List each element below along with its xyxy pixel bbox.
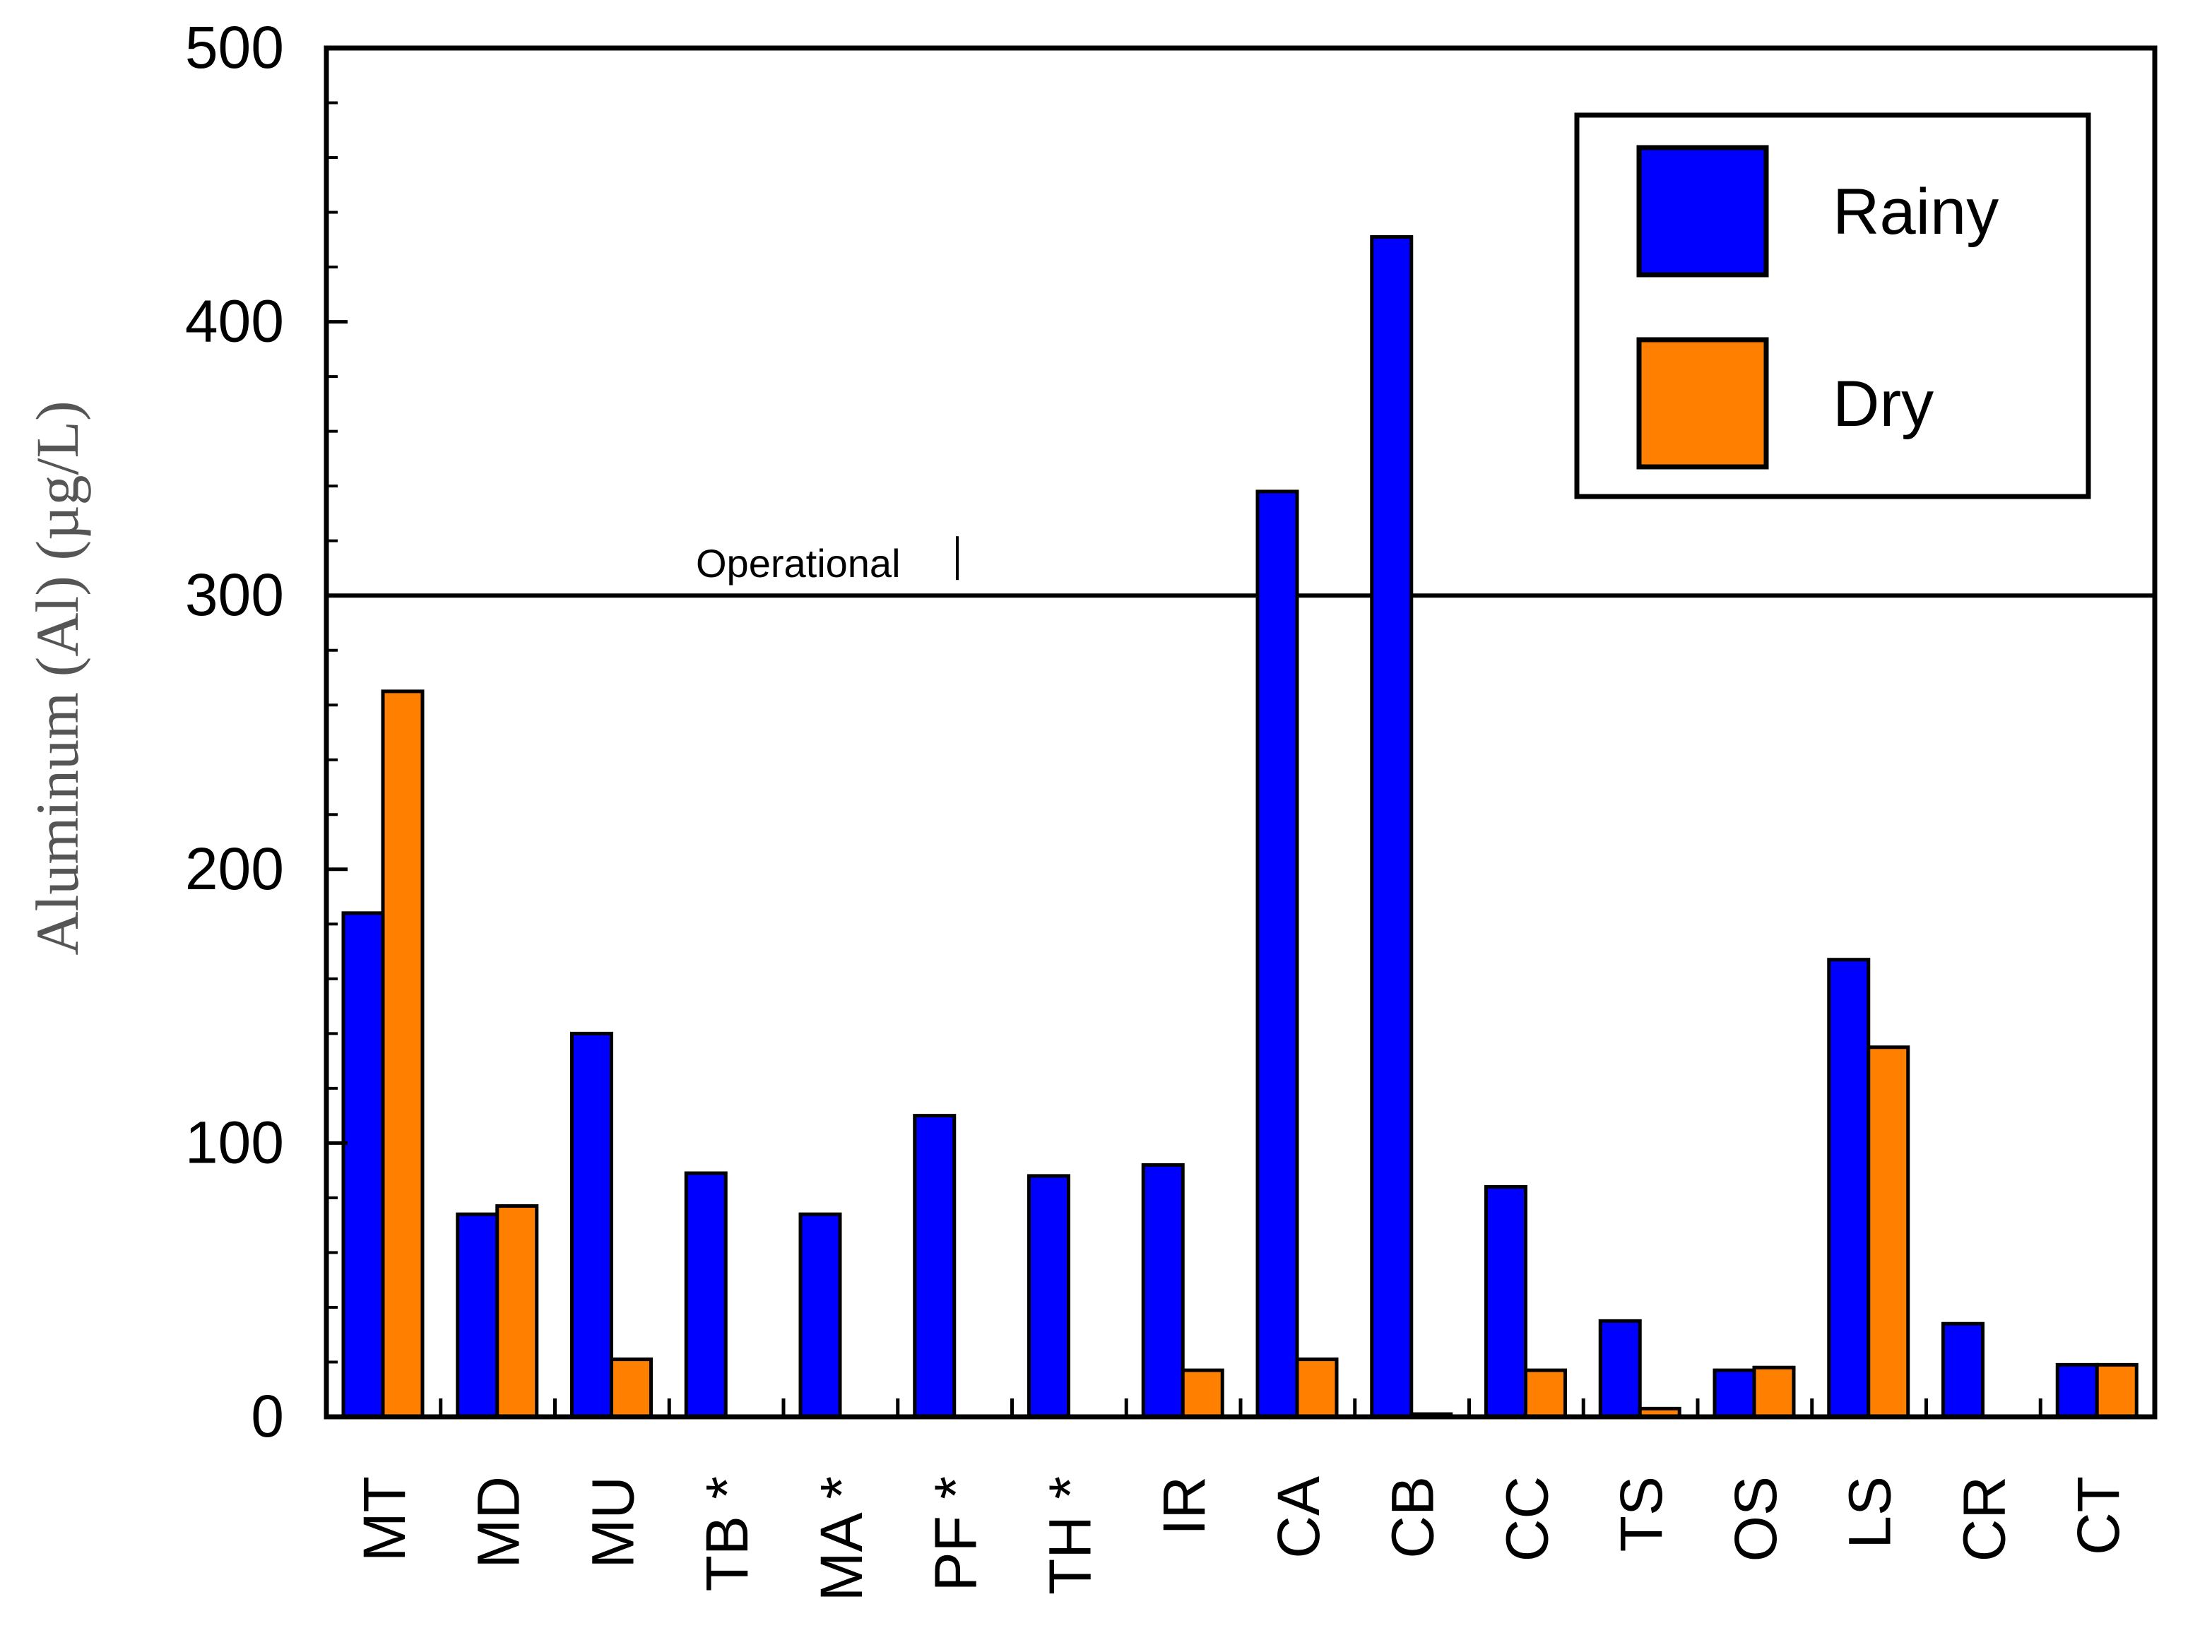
y-tick-label: 500 xyxy=(185,14,284,81)
reference-line-layer: Operational xyxy=(326,536,2155,598)
bar-dry-cc xyxy=(1524,1368,1567,1419)
x-tick-label: CR xyxy=(1951,1476,2017,1562)
bar-rainy-tb xyxy=(684,1171,728,1419)
bar-dry-ct xyxy=(2095,1362,2139,1419)
bar-rainy-cr xyxy=(1941,1321,1985,1419)
y-axis-title: Aluminum (Al) (µg/L) xyxy=(23,400,91,955)
bar-rainy-ct xyxy=(2055,1362,2099,1419)
bar-rainy-ls xyxy=(1827,958,1871,1419)
bar-rainy-th xyxy=(1027,1174,1070,1419)
bar-dry-mt xyxy=(381,689,425,1419)
x-tick-label: OS xyxy=(1722,1476,1789,1562)
bar-rainy-ts xyxy=(1598,1319,1642,1419)
y-axis-title-group: Aluminum (Al) (µg/L) xyxy=(23,400,91,955)
bar-dry-md xyxy=(495,1204,539,1419)
bar-dry-ls xyxy=(1867,1045,1910,1419)
x-tick-label: PF * xyxy=(923,1476,989,1591)
legend-label-rainy: Rainy xyxy=(1833,176,1999,248)
bar-dry-ca xyxy=(1295,1357,1339,1419)
bar-dry-mu xyxy=(610,1357,653,1419)
reference-line-label: Operational xyxy=(696,541,901,586)
y-tick-label: 400 xyxy=(185,288,284,355)
bar-rainy-mt xyxy=(341,911,385,1419)
x-tick-label: MU xyxy=(579,1476,646,1569)
x-tick-label: CT xyxy=(2065,1476,2131,1555)
bar-rainy-ma xyxy=(798,1212,842,1419)
legend-label-dry: Dry xyxy=(1833,368,1934,440)
x-tick-label: TH * xyxy=(1036,1476,1103,1595)
x-tick-label: MA * xyxy=(808,1476,875,1601)
bar-rainy-md xyxy=(456,1212,499,1419)
bar-rainy-pf xyxy=(913,1114,957,1419)
x-tick-label: MD xyxy=(466,1476,532,1569)
bar-dry-os xyxy=(1752,1365,1796,1419)
y-tick-label: 0 xyxy=(251,1383,284,1449)
bar-rainy-ir xyxy=(1141,1163,1185,1419)
x-tick-label: LS xyxy=(1837,1476,1903,1549)
x-tick-label: CC xyxy=(1494,1476,1560,1562)
x-tick-label: CA xyxy=(1265,1476,1332,1559)
axis-layer: 0 100 200 300 400 500 MT MD MU TB * MA * PF * TH * IR… xyxy=(185,14,2158,1601)
y-tick-label: 300 xyxy=(185,561,284,628)
legend-swatch-rainy xyxy=(1636,145,1769,278)
bar-rainy-cc xyxy=(1484,1184,1527,1419)
y-tick-label: 100 xyxy=(185,1109,284,1175)
bar-rainy-cb xyxy=(1370,234,1414,1419)
bar-dry-ir xyxy=(1181,1368,1224,1419)
y-tick-label: 200 xyxy=(185,836,284,902)
legend: Rainy Dry xyxy=(1574,112,2091,499)
legend-swatch-dry xyxy=(1636,337,1769,470)
bar-rainy-ca xyxy=(1255,489,1299,1419)
x-tick-label: IR xyxy=(1151,1476,1217,1535)
x-tick-label: TS xyxy=(1608,1476,1674,1552)
x-tick-label: MT xyxy=(351,1476,418,1562)
bar-rainy-os xyxy=(1713,1368,1756,1419)
x-tick-label: CB xyxy=(1380,1476,1446,1559)
bars-layer xyxy=(341,234,2139,1419)
bar-rainy-mu xyxy=(570,1031,613,1419)
x-tick-label: TB * xyxy=(694,1476,760,1591)
